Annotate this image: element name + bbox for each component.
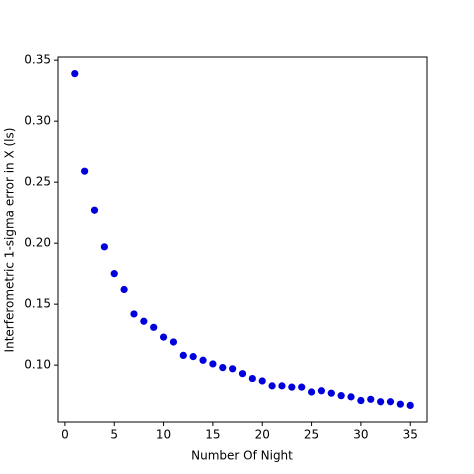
x-tick-label: 5 [110,428,118,442]
x-tick-label: 15 [205,428,220,442]
point [278,382,286,390]
point [367,395,375,403]
x-tick-label: 20 [255,428,270,442]
point [209,360,217,368]
point [120,285,128,294]
point [307,388,316,396]
point [317,387,326,395]
y-axis-label: Interferometric 1-sigma error in X (ls) [3,128,17,353]
point [386,398,395,406]
point [130,310,138,318]
point [169,338,178,346]
y-tick-label: 0.25 [24,175,51,189]
point [140,317,148,325]
y-tick-label: 0.30 [24,114,51,128]
x-tick-label: 35 [403,428,418,442]
point [268,382,276,390]
y-tick-label: 0.20 [24,236,51,250]
point [347,393,355,401]
point [337,392,345,400]
point [150,323,158,331]
y-tick-label: 0.10 [24,358,51,372]
point [159,333,168,341]
point [189,353,197,361]
point [396,400,404,408]
x-tick-label: 0 [61,428,69,442]
point [288,383,296,391]
point [179,351,187,359]
x-tick-label: 25 [304,428,319,442]
point [377,398,385,406]
point [406,401,414,410]
point [71,69,79,78]
x-axis-label: Number Of Night [191,449,293,463]
point [199,356,207,364]
x-tick-label: 10 [156,428,171,442]
y-tick-label: 0.35 [24,53,51,67]
point [298,383,306,391]
point [357,396,365,405]
point [258,377,266,385]
y-tick-label: 0.15 [24,297,51,311]
point [90,206,99,214]
point [229,365,237,373]
point [327,389,335,397]
point [219,363,227,372]
point [248,374,256,383]
point [238,370,247,378]
x-tick-label: 30 [353,428,368,442]
point [110,270,118,278]
point [81,167,89,175]
plot-frame [57,56,428,423]
point [100,243,108,251]
